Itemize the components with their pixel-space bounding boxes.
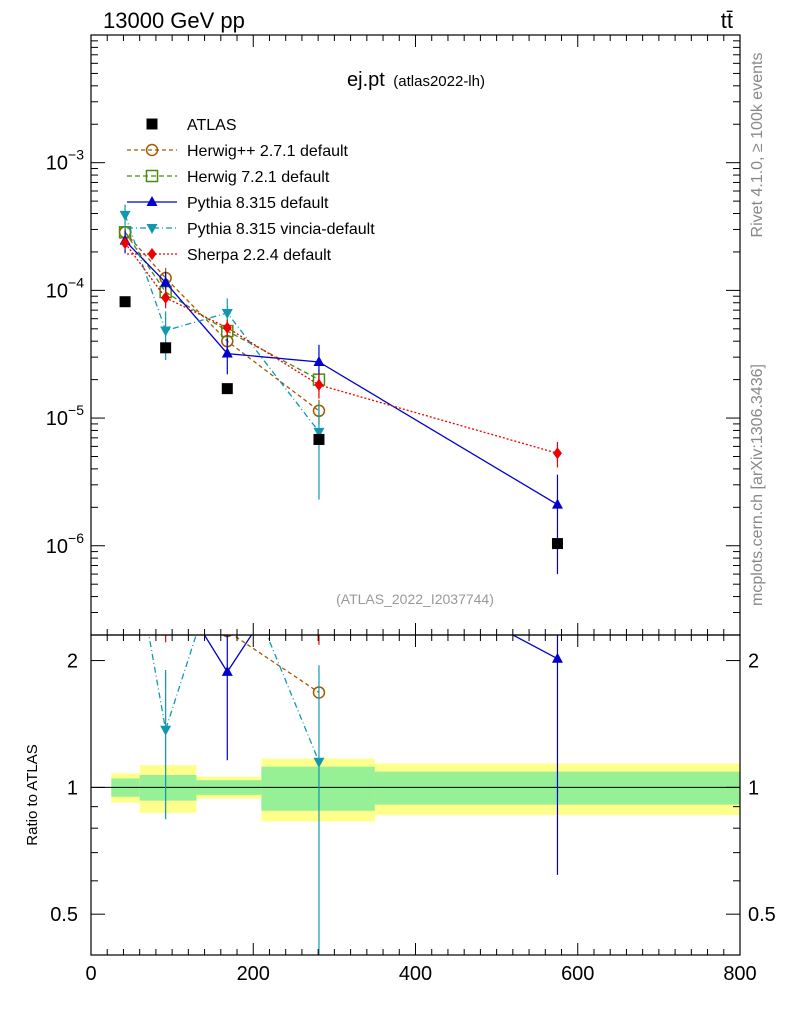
series-point (119, 210, 131, 221)
axis-ticks (90, 34, 741, 956)
series-point (313, 427, 325, 438)
legend-label: Pythia 8.315 default (187, 195, 329, 212)
legend-marker (146, 196, 158, 206)
ratio-band-stat (261, 766, 375, 811)
energy-label: 13000 GeV pp (103, 8, 245, 33)
y-tick-exponent: −5 (68, 402, 84, 418)
ratio-point (121, 588, 130, 600)
ratio-point (120, 580, 131, 590)
legend-label: ATLAS (187, 117, 237, 134)
ratio-point (222, 534, 233, 544)
main-series (118, 204, 563, 575)
y-tick-exponent: −4 (68, 274, 84, 290)
legend-marker (145, 169, 159, 183)
data-point (119, 296, 131, 308)
legend-marker (146, 224, 158, 234)
y-tick-base: 10 (46, 408, 68, 430)
y-tick-label: 10−6 (46, 530, 84, 558)
y-tick-label: 10−5 (46, 402, 84, 430)
legend-marker (145, 143, 159, 157)
ratio-point (313, 757, 325, 768)
ratio-point (160, 725, 172, 736)
ratio-bands (91, 758, 740, 822)
chart-title: ej.pt (347, 69, 385, 91)
series-point (221, 347, 233, 358)
ratio-point (223, 580, 232, 592)
y-tick-base: 10 (46, 280, 68, 302)
chart-subtitle: (atlas2022-lh) (393, 73, 485, 90)
legend: ATLAS Herwig++ 2.7.1 default Herwig 7.2.1 … (127, 117, 375, 264)
ratio-axis-label: Ratio to ATLAS (24, 744, 41, 845)
legend-label: Herwig++ 2.7.1 default (187, 143, 349, 160)
legend-label: Pythia 8.315 vincia-default (187, 221, 375, 238)
data-point (160, 342, 172, 354)
mcplots-source-label: mcplots.cern.ch [arXiv:1306.3436] (749, 364, 766, 606)
ratio-point (314, 601, 323, 613)
series-point (314, 378, 324, 391)
chart-title-group: ej.pt (atlas2022-lh) (347, 69, 485, 91)
legend-label: Sherpa 2.2.4 default (187, 247, 332, 264)
ratio-tick-label-right: 2 (748, 651, 759, 673)
y-tick-base: 10 (46, 153, 68, 175)
ratio-tick-label-left: 0.5 (50, 904, 78, 926)
series-point (160, 326, 172, 337)
y-tick-label: 10−4 (46, 274, 84, 302)
ratio-point (120, 553, 131, 564)
ratio-series (120, 496, 563, 955)
ratio-point (120, 553, 131, 564)
series-line (124, 231, 320, 412)
x-tick-label: 800 (723, 963, 756, 985)
ratio-line (231, 635, 320, 694)
process-label: tt̄ (721, 8, 733, 33)
x-tick-label: 200 (237, 963, 270, 985)
series-point (160, 276, 172, 287)
series-point (551, 498, 563, 509)
ratio-tick-label-right: 1 (748, 777, 759, 799)
ratio-tick-label-left: 2 (67, 651, 78, 673)
ratio-point (160, 566, 171, 576)
ratio-point (313, 526, 324, 536)
legend-marker (147, 248, 157, 260)
y-tick-exponent: −3 (68, 147, 84, 163)
legend-label: Herwig 7.2.1 default (187, 169, 330, 186)
y-tick-base: 10 (46, 536, 68, 558)
y-tick-exponent: −6 (68, 530, 84, 546)
y-tick-label: 10−3 (46, 147, 84, 175)
series-point (222, 321, 232, 334)
series-point (552, 447, 562, 460)
ratio-point (221, 665, 233, 676)
legend-marker (146, 118, 158, 130)
ratio-line (125, 558, 319, 603)
series-point (221, 308, 233, 319)
ratio-point (161, 617, 170, 629)
data-point (313, 433, 325, 445)
series-line (124, 214, 320, 433)
series-line (124, 240, 558, 506)
ratio-point (120, 496, 131, 506)
ratio-tick-label-left: 1 (67, 777, 78, 799)
series-line (124, 242, 558, 454)
x-tick-label: 400 (399, 963, 432, 985)
series-point (161, 291, 171, 304)
data-points (119, 296, 563, 550)
x-tick-label: 0 (85, 963, 96, 985)
data-point (551, 538, 563, 550)
ratio-point (551, 652, 563, 663)
rivet-version-label: Rivet 4.1.0, ≥ 100k events (749, 53, 766, 238)
series-point (120, 236, 130, 249)
analysis-watermark: (ATLAS_2022_I2037744) (336, 591, 494, 607)
ratio-point (313, 585, 324, 596)
series-point (313, 355, 325, 366)
ratio-line (148, 635, 320, 763)
ratio-point (160, 552, 171, 563)
ratio-point (222, 592, 233, 603)
x-tick-label: 600 (561, 963, 594, 985)
data-point (221, 383, 233, 395)
ratio-tick-label-right: 0.5 (748, 904, 776, 926)
ratio-point (160, 598, 171, 609)
